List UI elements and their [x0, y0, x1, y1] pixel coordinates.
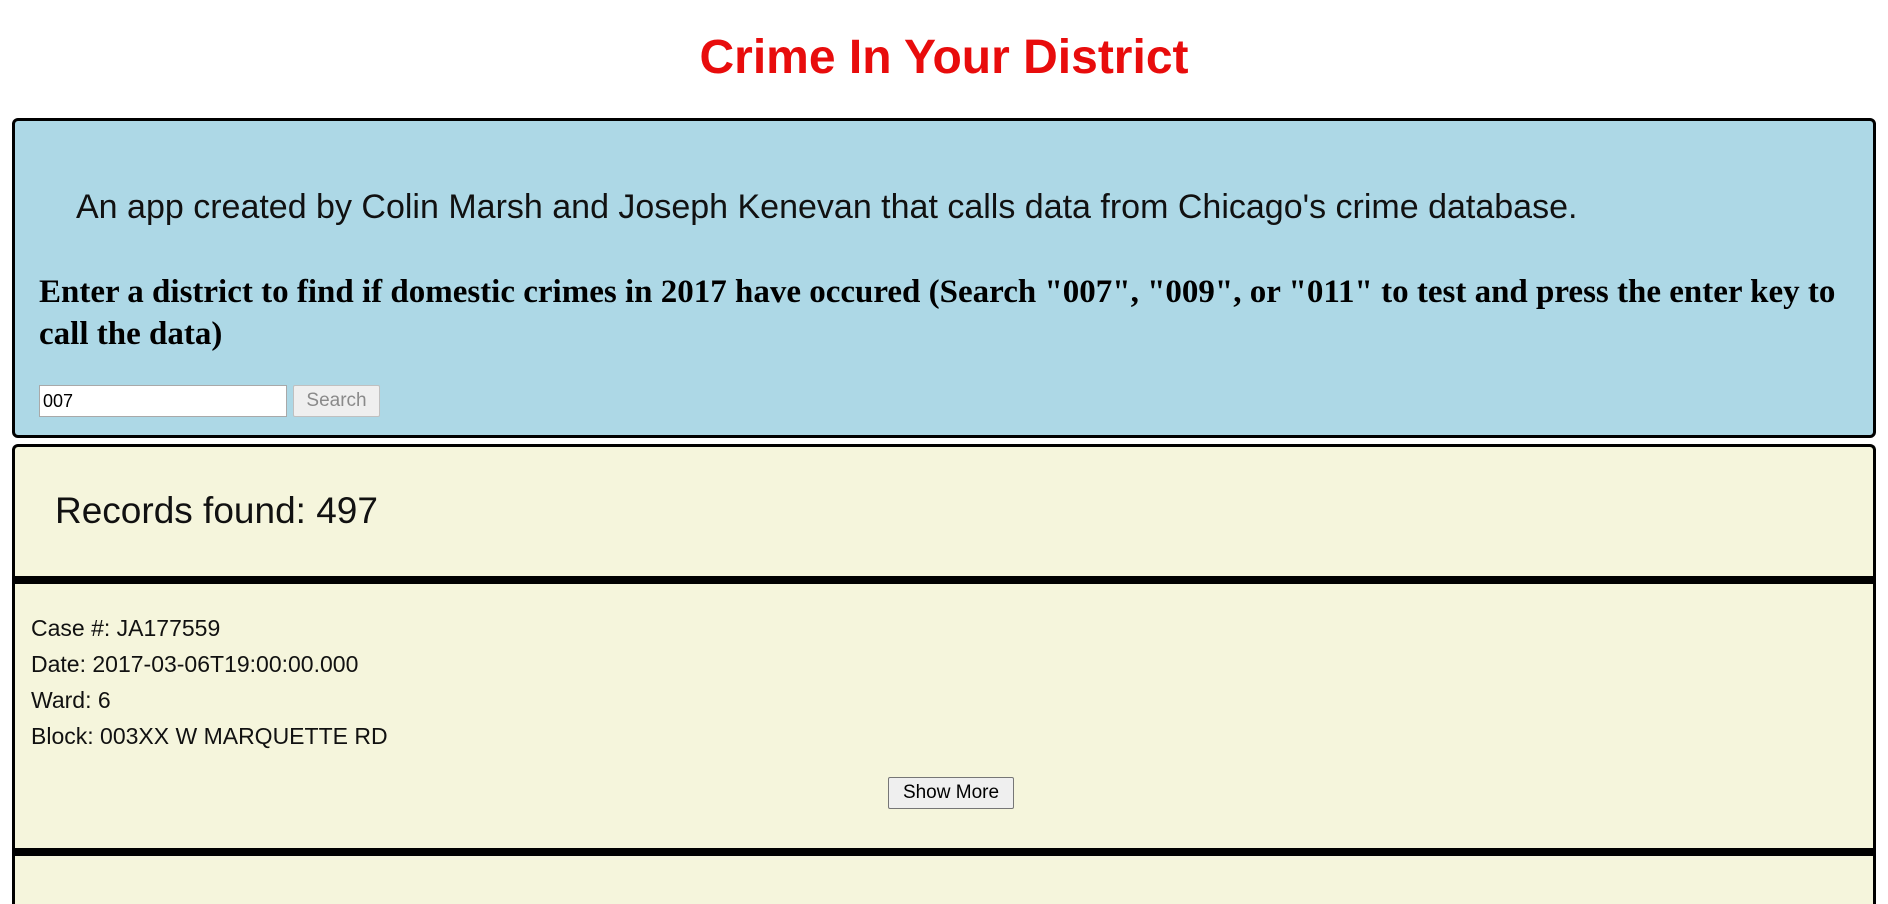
records-found-count: Records found: 497	[55, 490, 378, 531]
crime-record: Case #: JA177559 Date: 2017-03-06T19:00:…	[31, 610, 388, 754]
search-button[interactable]: Search	[293, 385, 380, 417]
intro-panel: An app created by Colin Marsh and Joseph…	[12, 118, 1876, 438]
record-case-number: Case #: JA177559	[31, 615, 221, 641]
page-title: Crime In Your District	[699, 31, 1189, 84]
app-description: An app created by Colin Marsh and Joseph…	[76, 188, 1578, 226]
district-search-input[interactable]	[39, 385, 287, 417]
record-ward: Ward: 6	[31, 687, 111, 713]
search-instructions: Enter a district to find if domestic cri…	[39, 274, 1836, 352]
record-divider	[15, 848, 1873, 856]
search-form: Search	[39, 385, 380, 417]
results-divider	[15, 576, 1873, 584]
show-more-button[interactable]: Show More	[888, 777, 1014, 809]
record-date: Date: 2017-03-06T19:00:00.000	[31, 651, 359, 677]
results-panel: Records found: 497 Case #: JA177559 Date…	[12, 444, 1876, 904]
record-block: Block: 003XX W MARQUETTE RD	[31, 723, 388, 749]
